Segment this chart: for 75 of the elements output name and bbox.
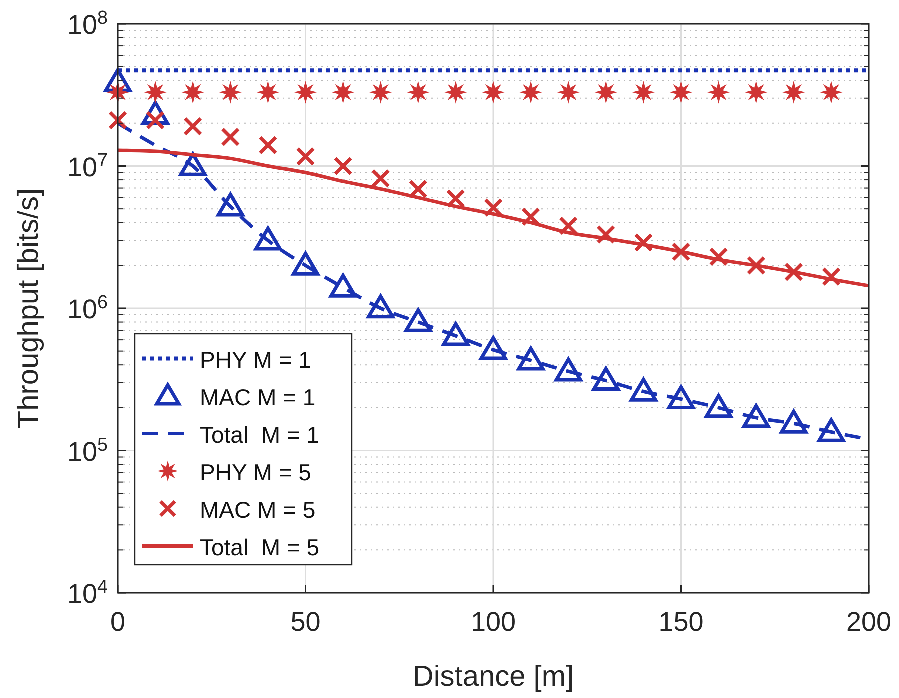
point xyxy=(520,81,542,104)
legend-label: Total M = 1 xyxy=(200,422,320,448)
point xyxy=(258,136,278,156)
point xyxy=(705,394,733,418)
point xyxy=(332,81,355,104)
point xyxy=(367,294,395,319)
point xyxy=(446,189,466,208)
point xyxy=(330,274,358,298)
point xyxy=(670,81,693,104)
y-tick-label: 10$^{5}$ xyxy=(67,434,108,467)
point xyxy=(482,81,505,104)
point xyxy=(668,386,695,410)
point xyxy=(442,322,470,346)
point xyxy=(292,252,320,276)
point xyxy=(742,404,770,428)
point xyxy=(594,81,618,104)
point xyxy=(557,81,580,104)
y-tick-label: 10$^{7}$ xyxy=(67,150,108,182)
point xyxy=(517,346,545,371)
x-tick-label: 100 xyxy=(470,607,516,637)
point xyxy=(746,256,766,276)
point xyxy=(480,336,508,360)
y-tick-label: 10$^{4}$ xyxy=(67,576,108,609)
point xyxy=(522,207,541,227)
point xyxy=(707,81,730,104)
point xyxy=(632,81,656,104)
point xyxy=(221,128,240,147)
legend-label: MAC M = 5 xyxy=(200,496,316,523)
point xyxy=(554,358,582,382)
x-tick-label: 0 xyxy=(110,607,126,637)
point xyxy=(254,226,282,251)
point xyxy=(634,233,654,252)
legend-label: MAC M = 1 xyxy=(200,384,316,410)
point xyxy=(256,81,280,104)
point xyxy=(782,81,806,104)
point xyxy=(484,198,504,218)
point xyxy=(407,81,430,104)
point xyxy=(820,81,843,104)
y-tick-label: 10$^{6}$ xyxy=(67,292,108,324)
y-axis-title: Throughput [bits/s] xyxy=(13,188,45,429)
point xyxy=(744,81,768,104)
line-series xyxy=(116,148,871,288)
point xyxy=(672,242,691,262)
x-tick-label: 50 xyxy=(290,607,321,637)
x-axis-title: Distance [m] xyxy=(412,661,574,693)
x-tick-label: 200 xyxy=(846,607,892,637)
point xyxy=(334,156,353,176)
point xyxy=(294,81,318,104)
x-tick-label: 150 xyxy=(658,607,704,637)
point xyxy=(219,81,242,104)
point xyxy=(630,378,658,402)
point xyxy=(444,81,468,104)
point xyxy=(592,367,620,392)
point xyxy=(184,117,203,136)
point xyxy=(709,247,728,267)
point xyxy=(371,168,390,188)
point xyxy=(179,152,207,176)
point xyxy=(296,147,316,166)
legend-label: Total M = 5 xyxy=(200,534,320,560)
point xyxy=(780,410,808,434)
y-tick-label: 10$^{8}$ xyxy=(67,8,108,40)
point xyxy=(182,81,204,104)
point xyxy=(596,225,616,244)
point xyxy=(369,81,392,104)
point xyxy=(822,267,841,286)
point xyxy=(108,110,128,130)
point xyxy=(144,81,167,104)
point xyxy=(818,418,846,442)
point xyxy=(404,308,432,332)
point xyxy=(408,180,428,199)
legend-label: PHY M = 5 xyxy=(200,459,312,486)
legend-label: PHY M = 1 xyxy=(200,346,312,373)
point xyxy=(784,262,804,282)
point xyxy=(216,192,244,217)
point xyxy=(559,216,578,236)
